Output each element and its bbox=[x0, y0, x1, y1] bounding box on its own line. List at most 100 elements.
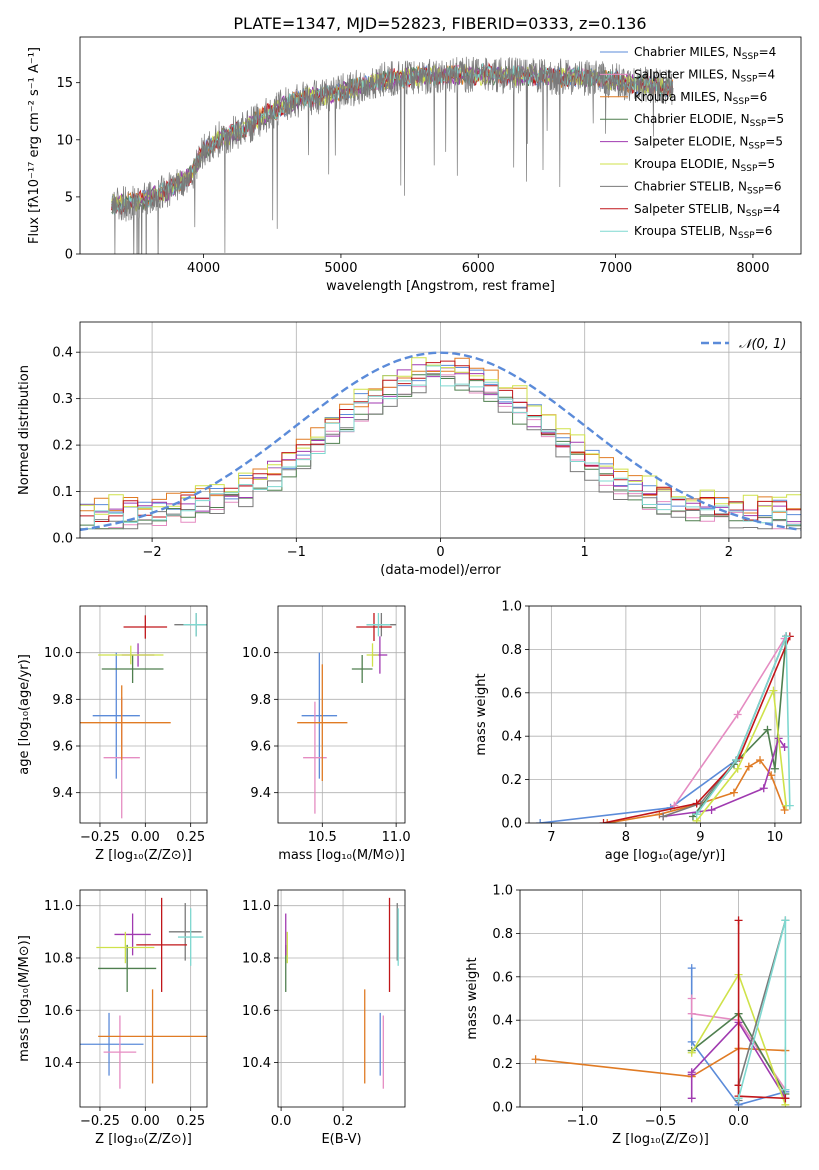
plot-area bbox=[80, 897, 207, 1089]
panel-weight_vs_Z: −1.0 −0.5 0.0 0.0 0.2 0.4 0.6 0.8 1.0 Z [log₁₀(Z/… bbox=[465, 884, 802, 1147]
y-tick-label: 9.8 bbox=[250, 693, 271, 708]
weight-marker bbox=[707, 805, 716, 814]
x-tick-label: 11.0 bbox=[382, 830, 411, 845]
legend-entry-text: Chabrier MILES, N bbox=[634, 45, 742, 59]
x-tick-label: 0.0 bbox=[271, 1114, 292, 1129]
x-tick-label: −1 bbox=[287, 545, 306, 560]
x-tick-label: 9 bbox=[696, 830, 704, 845]
legend-entry-end: =6 bbox=[750, 90, 768, 104]
legend-entry: 𝒩(0, 1) bbox=[739, 337, 786, 352]
y-axis-label: Flux [fλ10⁻¹⁷ erg cm⁻² s⁻¹ A⁻¹] bbox=[27, 47, 42, 244]
legend-entry-sub: SSP bbox=[738, 231, 755, 241]
weight-line bbox=[535, 1047, 786, 1078]
weight-marker bbox=[770, 764, 779, 773]
weight-marker bbox=[687, 1009, 696, 1018]
y-tick-label: 0.6 bbox=[501, 686, 522, 701]
legend-entry: Salpeter ELODIE, NSSP=5 bbox=[634, 135, 783, 152]
weight-marker bbox=[659, 812, 668, 821]
y-tick-label: 0.4 bbox=[492, 1014, 513, 1029]
plot-area bbox=[80, 351, 801, 532]
weight-marker bbox=[781, 1085, 790, 1094]
weight-marker bbox=[734, 1094, 743, 1103]
y-tick-label: 0.2 bbox=[492, 1057, 513, 1072]
weight-marker bbox=[734, 916, 743, 925]
x-tick-label: 0.00 bbox=[131, 830, 160, 845]
x-axis-label: wavelength [Angstrom, rest frame] bbox=[326, 279, 555, 294]
x-tick-label: −0.25 bbox=[80, 830, 120, 845]
y-tick-label: 11.0 bbox=[242, 899, 271, 914]
y-axis-label: age [log₁₀(age/yr)] bbox=[17, 654, 32, 775]
y-tick-label: 10.4 bbox=[242, 1056, 271, 1071]
y-tick-label: 10 bbox=[56, 133, 73, 148]
plot-area bbox=[111, 56, 674, 254]
panel-age_vs_mass: 10.5 11.0 9.4 9.6 9.8 10.0 mass [log₁₀(M/M⊙)] bbox=[242, 605, 411, 863]
weight-marker bbox=[687, 1037, 696, 1046]
legend-entry-text: Kroupa ELODIE, N bbox=[634, 157, 741, 171]
y-tick-label: 9.6 bbox=[52, 740, 73, 755]
axes-frame bbox=[277, 889, 406, 1108]
x-tick-label: 8 bbox=[622, 830, 630, 845]
legend-entry-text: Salpeter ELODIE, N bbox=[634, 135, 748, 149]
y-axis-label: mass [log₁₀(M/M⊙)] bbox=[17, 935, 32, 1062]
x-tick-label: 0 bbox=[436, 545, 444, 560]
y-tick-label: 0.4 bbox=[501, 730, 522, 745]
x-tick-label: 1 bbox=[581, 545, 589, 560]
y-tick-label: 10.4 bbox=[44, 1056, 73, 1071]
y-tick-label: 10.8 bbox=[242, 951, 271, 966]
weight-marker bbox=[599, 819, 608, 823]
y-axis-label: Normed distribution bbox=[17, 365, 32, 495]
weight-marker bbox=[769, 686, 778, 695]
legend-entry-end: =6 bbox=[764, 179, 782, 193]
weight-line bbox=[696, 687, 787, 822]
legend-entry-text: Salpeter MILES, N bbox=[634, 67, 741, 81]
plot-area bbox=[297, 613, 397, 814]
x-tick-label: −0.25 bbox=[80, 1114, 120, 1129]
x-tick-label: 7 bbox=[547, 830, 555, 845]
x-tick-label: 6000 bbox=[462, 261, 495, 276]
axes-frame bbox=[79, 605, 208, 824]
y-axis-label: mass weight bbox=[474, 673, 489, 755]
y-tick-label: 15 bbox=[56, 76, 73, 91]
legend-entry-sub: SSP bbox=[741, 164, 758, 174]
weight-marker bbox=[781, 916, 790, 925]
histogram-step bbox=[80, 360, 801, 522]
x-tick-label: 8000 bbox=[736, 261, 769, 276]
y-tick-label: 10.6 bbox=[242, 1004, 271, 1019]
axes-frame bbox=[519, 889, 802, 1108]
panel-weight_vs_age: 7 8 9 10 0.0 0.2 0.4 0.6 0.8 1.0 age [log₁₀(age/yr… bbox=[474, 600, 802, 863]
legend-entry-sub: SSP bbox=[750, 119, 767, 129]
legend-entry-sub: SSP bbox=[741, 74, 758, 84]
x-tick-label: −0.5 bbox=[645, 1114, 677, 1129]
y-tick-label: 5 bbox=[65, 190, 73, 205]
x-tick-label: 7000 bbox=[599, 261, 632, 276]
y-tick-label: 0.3 bbox=[52, 392, 73, 407]
x-axis-label: Z [log₁₀(Z/Z⊙)] bbox=[95, 848, 192, 863]
weight-marker bbox=[729, 788, 738, 797]
y-tick-label: 0.2 bbox=[501, 773, 522, 788]
x-tick-label: 10.5 bbox=[308, 830, 337, 845]
x-tick-label: 2 bbox=[725, 545, 733, 560]
y-tick-label: 0.2 bbox=[52, 439, 73, 454]
x-tick-label: 10 bbox=[767, 830, 784, 845]
weight-marker bbox=[782, 632, 791, 641]
figure-title: PLATE=1347, MJD=52823, FIBERID=0333, z=0… bbox=[233, 14, 646, 33]
axes-frame bbox=[79, 36, 802, 255]
weight-marker bbox=[687, 1048, 696, 1057]
weight-marker bbox=[733, 710, 742, 719]
legend-entry-sub: SSP bbox=[748, 142, 765, 152]
y-tick-label: 0.4 bbox=[52, 346, 73, 361]
weight-marker bbox=[732, 756, 741, 765]
legend-entry: Chabrier STELIB, NSSP=6 bbox=[634, 179, 782, 196]
y-tick-label: 0.0 bbox=[52, 532, 73, 547]
legend-entry: Chabrier MILES, NSSP=4 bbox=[634, 45, 776, 62]
axes-frame bbox=[277, 605, 406, 824]
y-tick-label: 0.8 bbox=[501, 643, 522, 658]
legend-entry-end: =4 bbox=[757, 67, 775, 81]
x-tick-label: −2 bbox=[143, 545, 162, 560]
x-axis-label: age [log₁₀(age/yr)] bbox=[605, 848, 726, 863]
weight-line bbox=[696, 636, 791, 815]
weight-marker bbox=[692, 799, 701, 808]
y-tick-label: 10.0 bbox=[242, 646, 271, 661]
x-tick-label: 0.2 bbox=[333, 1114, 354, 1129]
